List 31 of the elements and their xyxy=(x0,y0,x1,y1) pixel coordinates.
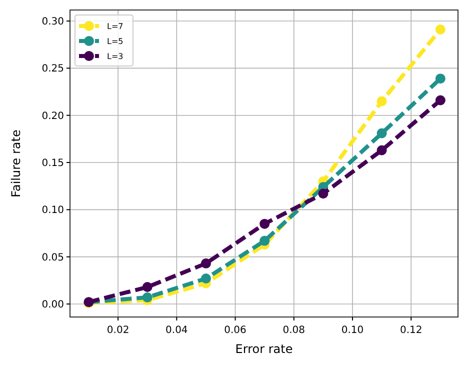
x-axis-title: Error rate xyxy=(235,342,293,356)
y-axis-title: Failure rate xyxy=(9,130,23,198)
x-tick-label: 0.12 xyxy=(400,325,422,336)
x-tick-label: 0.08 xyxy=(282,325,306,336)
point xyxy=(435,74,446,84)
legend-label: L=5 xyxy=(107,37,124,46)
point xyxy=(435,24,446,35)
point xyxy=(260,236,270,246)
legend-label: L=7 xyxy=(107,22,124,31)
legend-label: L=3 xyxy=(107,52,124,61)
y-tick-label: 0.30 xyxy=(42,16,64,28)
point xyxy=(376,145,387,156)
point xyxy=(200,258,211,268)
point xyxy=(318,188,328,199)
x-tick-label: 0.06 xyxy=(224,325,246,336)
y-tick-label: 0.25 xyxy=(42,64,64,75)
y-tick-label: 0.05 xyxy=(42,252,64,264)
point xyxy=(142,292,152,302)
y-tick-label: 0.15 xyxy=(42,158,64,170)
point xyxy=(376,128,387,138)
x-tick-label: 0.10 xyxy=(341,325,364,336)
y-tick-label: 0.00 xyxy=(42,299,64,310)
point xyxy=(376,96,387,106)
x-tick-label: 0.02 xyxy=(106,325,130,336)
x-tick-label: 0.04 xyxy=(166,325,188,336)
y-tick-label: 0.20 xyxy=(42,110,64,122)
y-tick-label: 0.10 xyxy=(42,205,64,216)
point xyxy=(200,274,211,284)
point xyxy=(435,95,446,106)
point xyxy=(142,282,152,292)
point xyxy=(260,218,270,229)
